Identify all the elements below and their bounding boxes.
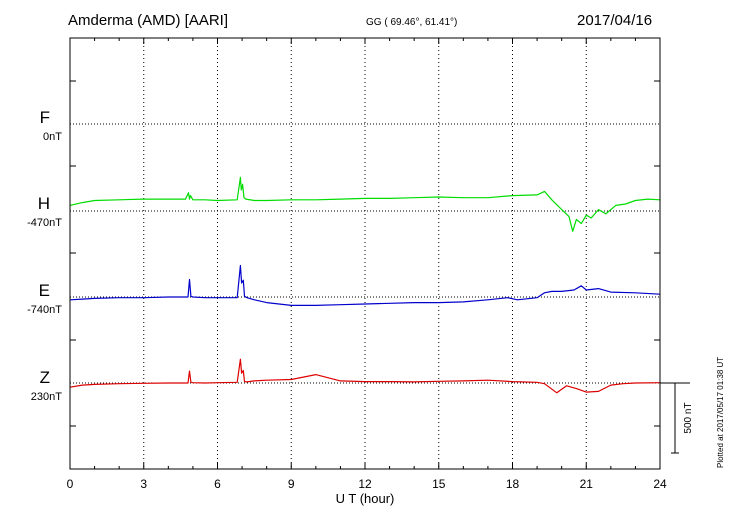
x-tick-label-24: 24 — [653, 477, 667, 491]
data-series — [69, 176, 661, 394]
x-tick-label-21: 21 — [580, 477, 594, 491]
component-baseline-z: 230nT — [30, 391, 62, 403]
scale-bar-label: 500 nT — [683, 402, 694, 433]
component-label-h: H — [37, 194, 50, 213]
series-line-h — [69, 176, 661, 232]
chart-date: 2017/04/16 — [577, 12, 653, 29]
scale-bar: 500 nT — [660, 382, 694, 454]
x-tick-label-18: 18 — [506, 477, 520, 491]
x-tick-label-9: 9 — [288, 477, 295, 491]
x-tick-label-0: 0 — [67, 477, 74, 491]
x-axis-label: U T (hour) — [336, 491, 395, 506]
component-baseline-f: 0nT — [43, 131, 62, 143]
component-baseline-e: -740nT — [27, 304, 62, 316]
x-tick-label-3: 3 — [140, 477, 147, 491]
component-label-e: E — [38, 281, 50, 300]
component-baseline-h: -470nT — [27, 217, 62, 229]
series-line-e — [69, 264, 661, 306]
component-label-z: Z — [39, 368, 50, 387]
grid-lines — [143, 38, 587, 469]
x-ticks: 0 3 6 9 12 15 18 21 24 — [67, 38, 667, 491]
baseline-lines — [70, 123, 660, 384]
station-coordinates: GG ( 69.46°, 61.41°) — [366, 17, 458, 28]
x-tick-label-15: 15 — [432, 477, 446, 491]
component-label-f: F — [39, 108, 50, 127]
x-tick-label-6: 6 — [214, 477, 221, 491]
x-tick-label-12: 12 — [358, 477, 372, 491]
station-title: Amderma (AMD) [AARI] — [68, 12, 229, 29]
series-line-z — [69, 358, 661, 394]
